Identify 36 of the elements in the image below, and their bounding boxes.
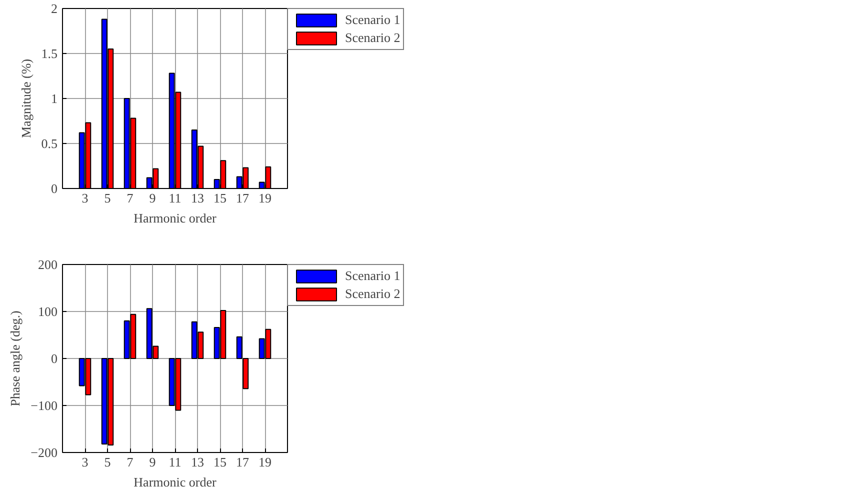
x-tick-label: 19: [258, 190, 272, 206]
y-tick-label: 0: [51, 351, 58, 366]
y-tick-label: −100: [30, 398, 58, 413]
x-tick-label: 3: [82, 190, 88, 206]
y-tick-label: 200: [38, 257, 58, 272]
legend-label: Scenario 2: [345, 30, 400, 46]
y-tick-label: 100: [38, 304, 58, 319]
x-axis-title: Harmonic order: [134, 210, 217, 226]
x-tick-label: 11: [168, 454, 182, 470]
x-tick-label: 17: [236, 454, 250, 470]
x-tick-label: 13: [191, 190, 204, 206]
y-axis-title: Phase angle (deg.): [8, 310, 23, 406]
y-tick-label: 1.5: [41, 46, 58, 61]
y-tick-label: 1: [51, 91, 58, 106]
y-tick-label: 0.5: [41, 136, 58, 151]
x-tick-label: 13: [191, 454, 204, 470]
x-tick-label: 3: [82, 454, 88, 470]
legend-label: Scenario 1: [345, 268, 400, 284]
y-tick-label: 0: [51, 181, 58, 196]
x-tick-label: 9: [149, 190, 156, 206]
x-tick-label: 5: [104, 454, 111, 470]
x-tick-label: 7: [126, 454, 134, 470]
x-tick-label: 5: [104, 190, 111, 206]
x-tick-label: 15: [214, 454, 226, 470]
x-tick-label: 9: [149, 454, 156, 470]
x-tick-label: 19: [258, 454, 272, 470]
x-tick-label: 11: [168, 190, 182, 206]
x-axis-title: Harmonic order: [134, 474, 217, 490]
legend-label: Scenario 2: [345, 286, 400, 302]
x-tick-label: 7: [126, 190, 134, 206]
y-axis-title: Magnitude (%): [18, 58, 34, 138]
x-tick-label: 15: [214, 190, 226, 206]
y-tick-label: 2: [51, 1, 58, 16]
legend-label: Scenario 1: [345, 12, 400, 28]
x-tick-label: 17: [236, 190, 250, 206]
y-tick-label: −200: [30, 445, 58, 460]
